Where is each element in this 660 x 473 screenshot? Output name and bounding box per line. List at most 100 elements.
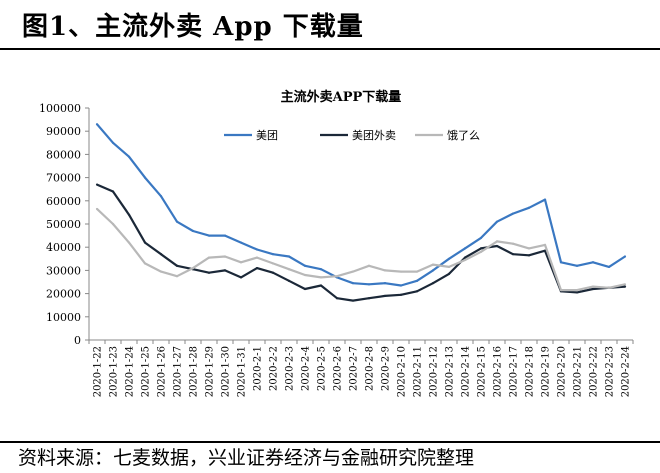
- data-point: [223, 255, 227, 258]
- data-point: [111, 190, 115, 193]
- data-point: [159, 253, 163, 256]
- data-point: [127, 241, 131, 244]
- legend-label: 饿了么: [447, 128, 480, 142]
- data-point: [399, 284, 403, 287]
- x-tick-label: 2020-2-8: [365, 346, 376, 391]
- data-point: [223, 269, 227, 272]
- data-point: [175, 275, 179, 278]
- x-tick-label: 2020-2-11: [413, 346, 424, 397]
- data-point: [415, 290, 419, 293]
- data-point: [431, 269, 435, 272]
- data-point: [559, 261, 563, 264]
- data-point: [319, 284, 323, 287]
- y-tick-label: 50000: [46, 218, 81, 231]
- data-point: [399, 270, 403, 273]
- legend-label: 美团外卖: [352, 129, 396, 142]
- x-tick-label: 2020-2-24: [621, 346, 632, 397]
- data-point: [495, 240, 499, 243]
- y-tick-label: 100000: [39, 102, 81, 115]
- data-point: [527, 247, 531, 250]
- y-tick-label: 20000: [46, 288, 81, 301]
- x-tick-label: 2020-2-7: [349, 346, 360, 391]
- data-point: [415, 270, 419, 273]
- data-point: [127, 213, 131, 216]
- data-point: [351, 270, 355, 273]
- source-note: 资料来源：七麦数据，兴业证券经济与金融研究院整理: [18, 447, 475, 469]
- x-tick-label: 2020-2-20: [557, 346, 568, 397]
- series-line-2: [96, 183, 626, 302]
- x-tick-label: 2020-2-9: [381, 346, 392, 391]
- data-point: [159, 270, 163, 273]
- data-point: [511, 212, 515, 215]
- data-point: [575, 264, 579, 267]
- data-point: [143, 176, 147, 179]
- x-tick-label: 2020-2-17: [509, 346, 520, 397]
- x-tick-label: 2020-2-15: [477, 346, 488, 397]
- y-tick-label: 10000: [46, 311, 81, 324]
- data-point: [543, 249, 547, 252]
- data-point: [511, 253, 515, 256]
- data-point: [591, 261, 595, 264]
- chart-title: 主流外卖APP下载量: [281, 89, 402, 105]
- y-tick-label: 40000: [46, 241, 81, 254]
- data-point: [447, 257, 451, 260]
- x-tick-label: 2020-2-13: [445, 346, 456, 397]
- data-point: [95, 123, 99, 126]
- data-point: [239, 241, 243, 244]
- legend-label: 美团: [256, 129, 278, 142]
- data-point: [463, 258, 467, 262]
- data-point: [319, 268, 323, 271]
- data-point: [239, 261, 243, 264]
- data-point: [271, 253, 275, 256]
- x-tick-label: 2020-2-14: [461, 346, 472, 397]
- x-tick-label: 2020-1-31: [237, 346, 248, 397]
- x-tick-label: 2020-1-27: [173, 346, 184, 397]
- data-point: [207, 234, 211, 237]
- data-point: [271, 262, 275, 265]
- data-point: [495, 220, 499, 223]
- x-tick-label: 2020-2-19: [541, 346, 552, 397]
- data-point: [127, 155, 131, 158]
- data-point: [143, 241, 147, 244]
- data-point: [303, 287, 307, 291]
- figure-title: 图1、主流外卖 App 下载量: [22, 12, 364, 42]
- y-tick-label: 80000: [46, 148, 81, 161]
- series-lines: [95, 123, 627, 302]
- data-point: [111, 222, 115, 226]
- data-point: [95, 207, 99, 211]
- data-point: [319, 276, 323, 279]
- line-chart: 主流外卖APP下载量 美团 美团外卖 饿了么 0 10000 20000 30000 400…: [39, 89, 634, 397]
- data-point: [543, 198, 547, 201]
- data-point: [559, 289, 563, 292]
- x-tick-label: 2020-1-29: [205, 346, 216, 397]
- data-point: [543, 243, 547, 246]
- data-point: [623, 285, 627, 288]
- data-point: [191, 266, 195, 270]
- data-point: [143, 262, 147, 265]
- x-tick-label: 2020-1-24: [125, 346, 136, 397]
- x-tick-label: 2020-2-23: [605, 346, 616, 397]
- data-point: [479, 247, 483, 250]
- data-point: [159, 195, 163, 198]
- data-point: [399, 293, 403, 296]
- series-line-1: [96, 123, 626, 287]
- data-point: [367, 283, 371, 286]
- x-tick-label: 2020-2-10: [397, 346, 408, 397]
- top-rule: [0, 48, 660, 50]
- data-point: [367, 297, 371, 300]
- data-point: [415, 279, 419, 282]
- series-line-3: [96, 208, 626, 292]
- data-point: [351, 282, 355, 285]
- x-tick-label: 2020-2-5: [317, 346, 328, 391]
- data-point: [431, 282, 435, 285]
- data-point: [431, 263, 435, 266]
- x-tick-label: 2020-2-6: [333, 346, 344, 391]
- data-point: [111, 141, 115, 144]
- data-point: [383, 294, 387, 298]
- data-point: [527, 206, 531, 209]
- data-point: [591, 287, 595, 291]
- data-point: [95, 183, 99, 186]
- data-point: [447, 272, 451, 275]
- data-point: [479, 236, 483, 240]
- x-tick-label: 2020-2-3: [285, 346, 296, 391]
